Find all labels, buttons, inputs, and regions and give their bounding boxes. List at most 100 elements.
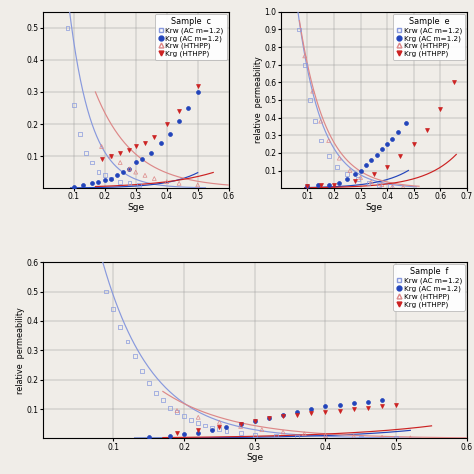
- Point: [187, 416, 195, 424]
- Point: [98, 155, 105, 163]
- Point: [364, 404, 372, 411]
- Point: [325, 181, 332, 188]
- Point: [346, 167, 354, 174]
- Point: [119, 168, 127, 176]
- Point: [180, 430, 188, 438]
- Point: [272, 432, 280, 440]
- Point: [95, 168, 102, 176]
- Point: [131, 352, 138, 360]
- Point: [394, 128, 401, 136]
- Point: [107, 152, 115, 160]
- Point: [450, 79, 457, 86]
- Point: [251, 417, 258, 425]
- Point: [311, 118, 319, 125]
- Point: [237, 423, 245, 430]
- Point: [357, 434, 365, 442]
- Point: [251, 417, 258, 425]
- Point: [304, 182, 311, 190]
- Point: [101, 172, 109, 179]
- Point: [293, 408, 301, 416]
- Point: [163, 120, 171, 128]
- Point: [175, 108, 183, 115]
- Point: [357, 167, 365, 174]
- Point: [325, 153, 332, 160]
- Point: [367, 178, 375, 186]
- Point: [350, 405, 357, 413]
- Point: [265, 414, 273, 422]
- Point: [209, 426, 216, 433]
- Point: [79, 181, 87, 189]
- Point: [194, 419, 202, 427]
- Point: [357, 174, 365, 182]
- Point: [237, 420, 245, 428]
- Point: [314, 182, 322, 189]
- Point: [336, 179, 343, 187]
- Point: [251, 431, 258, 438]
- Point: [354, 175, 362, 183]
- Point: [147, 149, 155, 157]
- Point: [392, 401, 400, 409]
- Point: [184, 104, 192, 112]
- Point: [166, 130, 173, 137]
- Point: [296, 26, 303, 33]
- Point: [304, 182, 311, 190]
- Point: [370, 170, 378, 178]
- X-axis label: Sge: Sge: [365, 203, 383, 212]
- Point: [132, 143, 139, 150]
- Point: [336, 155, 343, 162]
- Point: [258, 426, 265, 433]
- Point: [378, 402, 386, 410]
- Point: [308, 405, 315, 413]
- Point: [173, 429, 181, 437]
- Point: [126, 180, 133, 187]
- Point: [216, 423, 223, 430]
- Point: [386, 182, 393, 190]
- Point: [141, 139, 149, 147]
- Point: [223, 427, 230, 435]
- Point: [173, 407, 181, 414]
- Point: [375, 181, 383, 188]
- Point: [113, 172, 121, 179]
- Point: [82, 149, 90, 157]
- Point: [138, 367, 146, 374]
- Y-axis label: relative  permeability: relative permeability: [254, 56, 263, 143]
- Point: [126, 146, 133, 154]
- Point: [362, 162, 370, 169]
- X-axis label: Sge: Sge: [246, 453, 264, 462]
- Point: [166, 404, 173, 411]
- Point: [141, 172, 149, 179]
- Point: [350, 433, 357, 440]
- Point: [378, 434, 386, 441]
- Point: [279, 413, 287, 420]
- Point: [378, 146, 386, 153]
- Point: [293, 433, 301, 441]
- Point: [157, 139, 164, 147]
- Point: [126, 165, 133, 173]
- Point: [373, 151, 380, 158]
- Point: [117, 323, 124, 330]
- Point: [132, 159, 139, 166]
- Point: [397, 153, 404, 160]
- Point: [237, 429, 245, 437]
- Point: [145, 379, 153, 386]
- Point: [367, 156, 375, 164]
- Point: [279, 428, 287, 436]
- Point: [410, 140, 418, 148]
- Point: [166, 432, 173, 439]
- Point: [350, 400, 357, 407]
- Point: [344, 170, 351, 178]
- Point: [216, 426, 223, 433]
- Point: [163, 178, 171, 185]
- Point: [301, 430, 308, 438]
- Point: [301, 52, 309, 60]
- Point: [107, 152, 115, 160]
- Point: [151, 133, 158, 141]
- Point: [317, 182, 325, 189]
- Point: [175, 180, 183, 187]
- Point: [64, 24, 71, 32]
- Point: [107, 175, 115, 182]
- Point: [159, 396, 167, 404]
- Point: [330, 181, 338, 188]
- Point: [378, 396, 386, 404]
- Point: [383, 140, 391, 148]
